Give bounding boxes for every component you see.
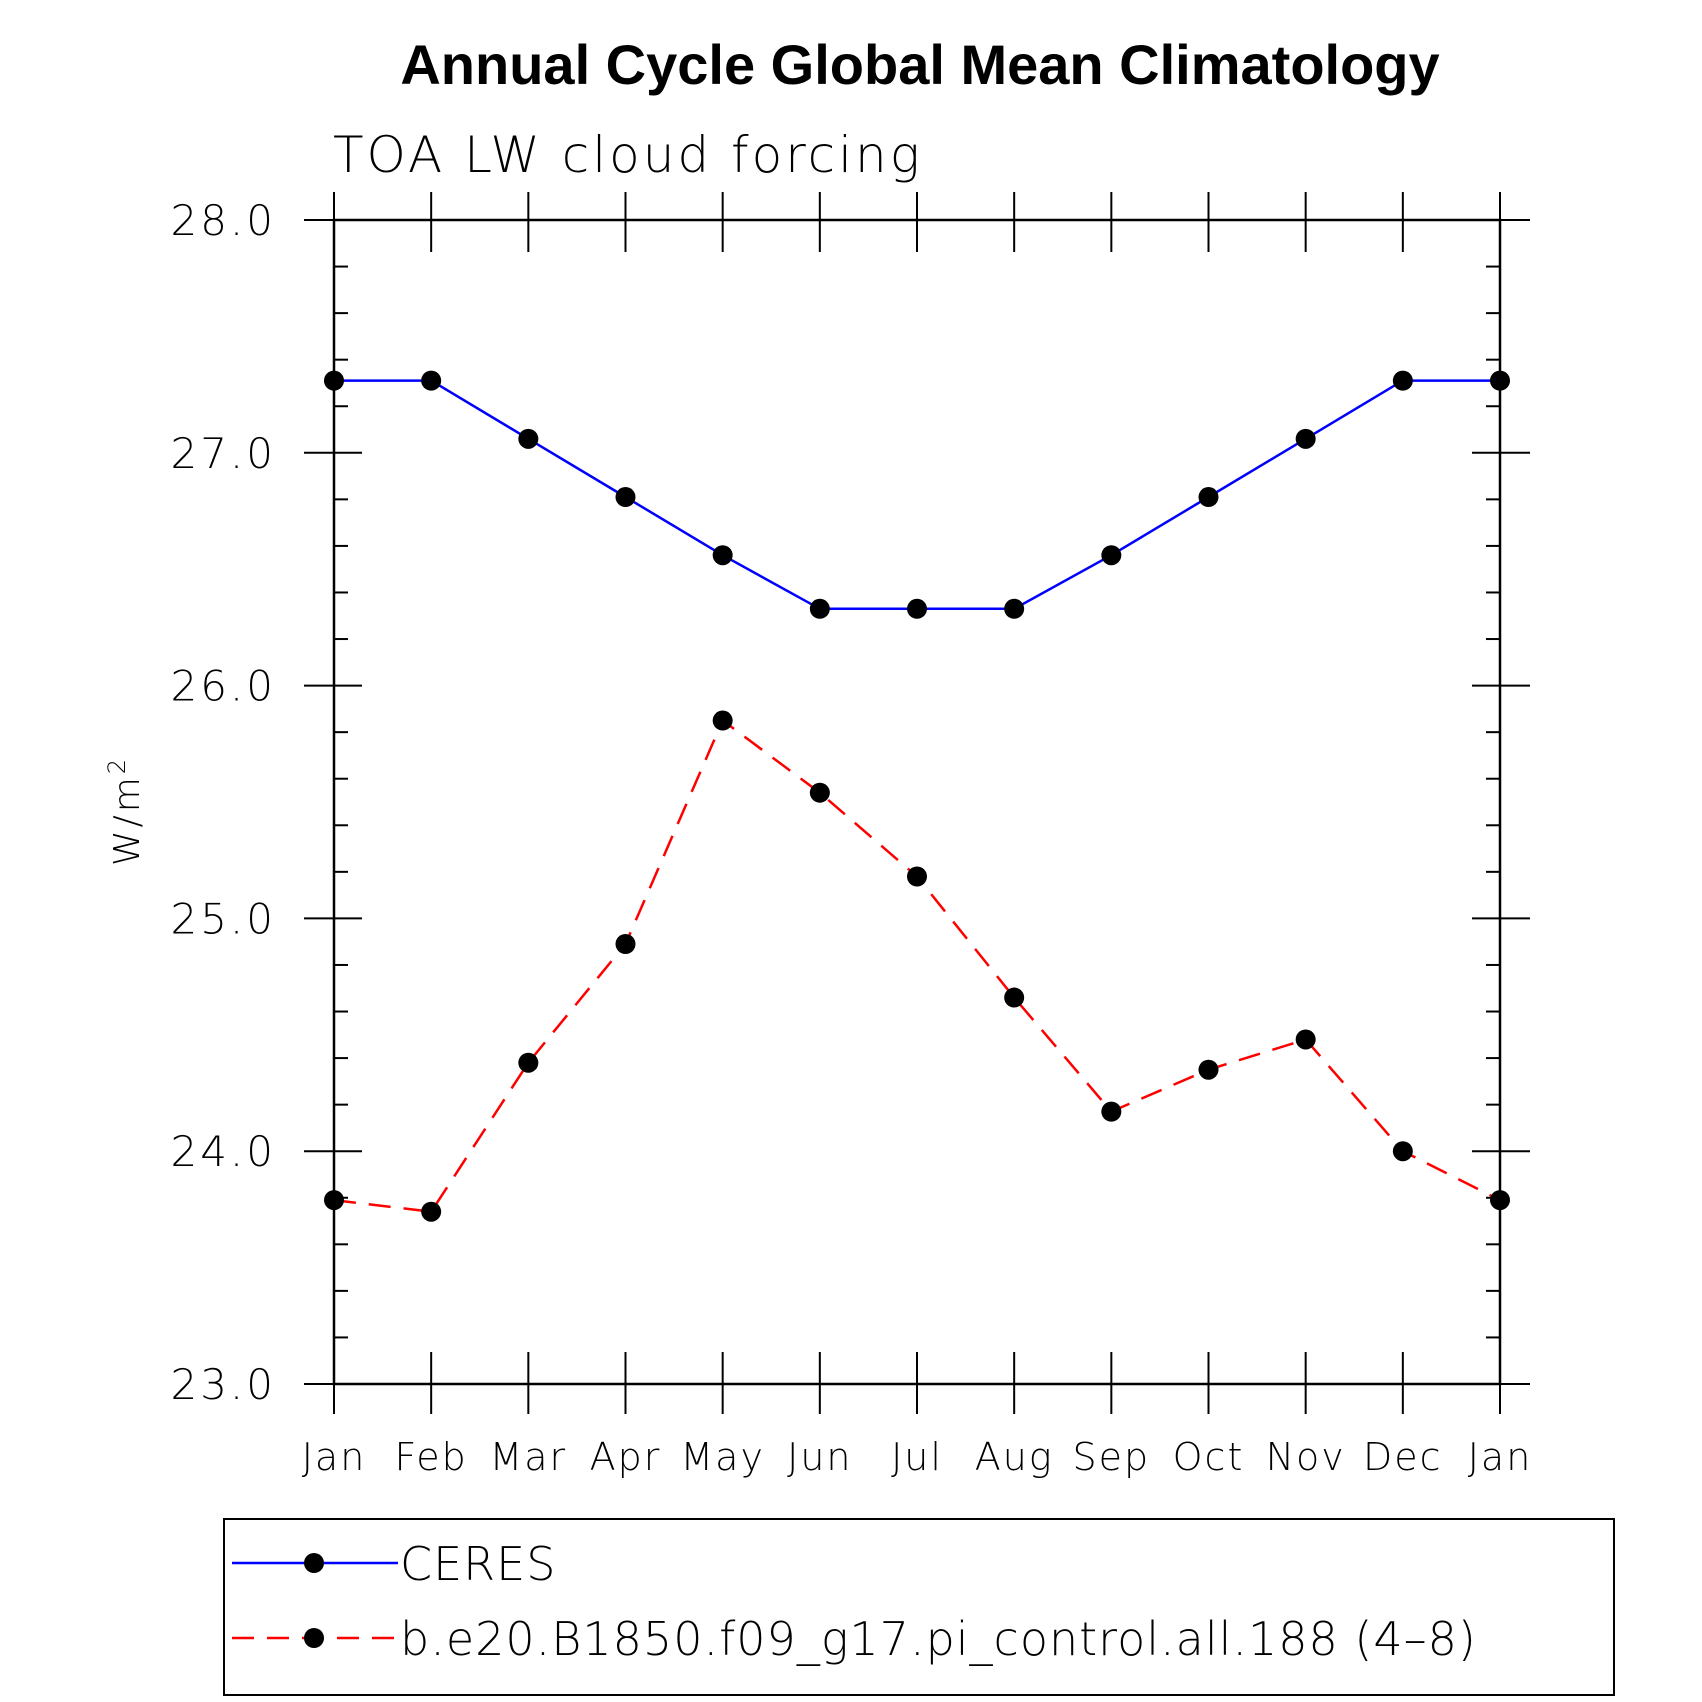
data-point <box>1101 1101 1122 1122</box>
data-point <box>615 934 636 955</box>
legend-box <box>223 1518 1615 1696</box>
y-tick-label: 24.0 <box>170 1127 276 1176</box>
legend-label: b.e20.B1850.f09_g17.pi_control.all.188 (… <box>400 1612 1477 1666</box>
data-point <box>518 1052 539 1073</box>
x-tick-label: May <box>680 1435 765 1479</box>
data-point <box>809 782 830 803</box>
data-point <box>1198 1059 1219 1080</box>
x-tick-label: Feb <box>395 1435 468 1479</box>
series-2 <box>324 710 1510 1222</box>
data-point <box>324 1190 344 1211</box>
data-point <box>518 428 539 449</box>
chart-subtitle: TOA LW cloud forcing <box>333 126 923 184</box>
legend-items: CERES b.e20.B1850.f09_g17.pi_control.all.… <box>232 1537 1477 1666</box>
data-point <box>1392 1141 1413 1162</box>
data-point <box>1392 370 1413 391</box>
y-axis-label-superscript: 2 <box>103 756 131 774</box>
series-line <box>333 718 1501 1214</box>
data-point <box>712 545 733 566</box>
data-point <box>1490 1190 1510 1211</box>
y-tick-label: 27.0 <box>170 429 276 478</box>
plot-frame <box>332 218 1502 1386</box>
y-axis-label-base: W/m <box>107 774 148 866</box>
x-tick-label: Jan <box>1468 1435 1533 1479</box>
chart-title: Annual Cycle Global Mean Climatology <box>400 33 1439 96</box>
data-point <box>1490 370 1510 391</box>
legend-marker <box>304 1553 324 1573</box>
x-tick-label: Mar <box>489 1435 567 1479</box>
series-layer <box>324 370 1510 1222</box>
data-point <box>712 710 733 731</box>
data-point <box>1101 545 1122 566</box>
data-point <box>1295 1029 1316 1050</box>
x-tick-label: Aug <box>975 1435 1054 1479</box>
axes: 23.0 24.0 25.0 26.0 27.0 28.0 Jan Feb Mar Apr May J… <box>170 192 1533 1479</box>
legend: CERES b.e20.B1850.f09_g17.pi_control.all.… <box>223 1518 1615 1696</box>
x-tick-label: Jul <box>891 1435 943 1479</box>
x-tick-label: Jan <box>302 1435 367 1479</box>
data-point <box>1198 487 1219 508</box>
x-tick-label: Nov <box>1266 1435 1346 1479</box>
series-1 <box>324 370 1510 619</box>
data-point <box>615 487 636 508</box>
data-point <box>1004 987 1025 1008</box>
x-tick-label: Sep <box>1073 1435 1151 1479</box>
data-point <box>324 370 344 391</box>
y-tick-label: 25.0 <box>170 894 276 943</box>
legend-marker <box>304 1628 324 1648</box>
y-axis-label: W/m2 <box>103 756 148 866</box>
x-tick-label: Dec <box>1363 1435 1443 1479</box>
data-point <box>421 1201 442 1222</box>
x-tick-label: Oct <box>1173 1435 1245 1479</box>
series-line <box>334 379 1500 611</box>
data-point <box>907 598 927 619</box>
data-point <box>421 370 442 391</box>
data-point <box>809 598 830 619</box>
data-point <box>1004 598 1025 619</box>
legend-label: CERES <box>400 1537 556 1591</box>
data-point <box>1295 428 1316 449</box>
data-point <box>907 866 927 887</box>
y-tick-label: 28.0 <box>170 196 276 245</box>
y-tick-label: 26.0 <box>170 662 276 711</box>
y-tick-label: 23.0 <box>170 1360 276 1409</box>
x-tick-label: Apr <box>590 1435 662 1479</box>
x-tick-label: Jun <box>787 1435 852 1479</box>
